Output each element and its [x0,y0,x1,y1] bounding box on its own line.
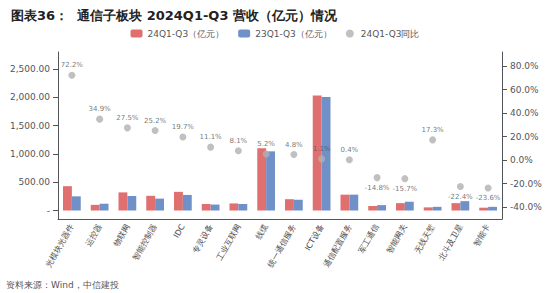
svg-text:资料来源：Wind，中信建投: 资料来源：Wind，中信建投 [6,280,119,290]
svg-text:17.3%: 17.3% [422,126,445,134]
svg-text:2,500.00: 2,500.00 [10,64,50,74]
svg-text:无线天堑: 无线天堑 [413,223,437,255]
svg-text:34.9%: 34.9% [89,105,112,113]
svg-text:60.0%: 60.0% [510,85,539,95]
svg-text:图表36： 通信子板块 2024Q1-Q3 营收（亿元）情: 图表36： 通信子板块 2024Q1-Q3 营收（亿元）情况 [11,8,338,23]
svg-text:线缆: 线缆 [254,223,270,241]
svg-text:20.0%: 20.0% [510,132,539,142]
svg-text:军工通信: 军工通信 [357,223,381,255]
svg-text:5.2%: 5.2% [257,140,275,148]
svg-text:2,000.00: 2,000.00 [10,92,50,102]
svg-text:11.1%: 11.1% [200,133,223,141]
svg-text:光模块光器件: 光模块光器件 [44,223,76,269]
svg-text:智能控制器: 智能控制器 [131,223,159,262]
svg-text:-22.4%: -22.4% [448,193,473,201]
svg-text:统一通信服务: 统一通信服务 [266,223,298,269]
svg-text:IDC: IDC [172,222,187,239]
svg-text:24Q1-Q3同比: 24Q1-Q3同比 [361,29,420,39]
svg-text:北斗及卫星: 北斗及卫星 [436,223,464,262]
svg-text:-14.8%: -14.8% [365,184,390,192]
svg-text:通信配置服务: 通信配置服务 [321,223,353,269]
svg-text:500.00: 500.00 [19,177,51,187]
svg-text:工业互联网: 工业互联网 [214,223,242,262]
svg-text:27.5%: 27.5% [116,114,139,122]
svg-text:0.0%: 0.0% [510,155,533,165]
svg-text:智能卡: 智能卡 [472,223,492,248]
svg-text:运控器: 运控器 [84,223,104,248]
svg-text:4.8%: 4.8% [285,141,303,149]
svg-text:25.2%: 25.2% [144,117,167,125]
svg-text:1,000.00: 1,000.00 [10,149,50,159]
svg-text:1.1%: 1.1% [313,145,331,153]
svg-text:-23.6%: -23.6% [476,194,501,202]
svg-text:40.0%: 40.0% [510,108,539,118]
svg-text:80.0%: 80.0% [510,61,539,71]
svg-text:0.4%: 0.4% [340,146,358,154]
svg-text:-15.7%: -15.7% [392,185,417,193]
svg-text:1,500.00: 1,500.00 [10,121,50,131]
svg-text:物联网: 物联网 [111,223,131,248]
svg-text:19.7%: 19.7% [172,123,195,131]
svg-text:专灵设备: 专灵设备 [191,223,215,255]
svg-text:-: - [47,206,50,216]
svg-text:24Q1-Q3（亿元）: 24Q1-Q3（亿元） [148,29,225,39]
svg-text:-40.0%: -40.0% [510,202,542,212]
svg-text:8.1%: 8.1% [229,137,247,145]
svg-text:智能网关: 智能网关 [385,223,409,255]
svg-text:72.2%: 72.2% [61,61,84,69]
svg-text:23Q1-Q3（亿元）: 23Q1-Q3（亿元） [255,29,332,39]
svg-text:ICT设备: ICT设备 [303,223,325,252]
svg-text:-20.0%: -20.0% [510,179,542,189]
